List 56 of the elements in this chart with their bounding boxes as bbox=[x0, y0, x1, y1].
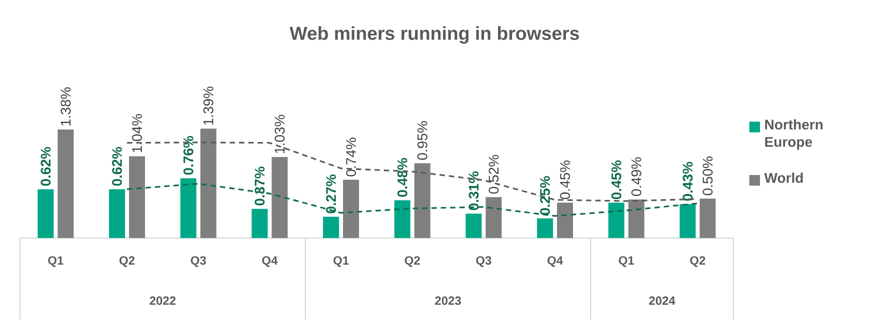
x-tick-label: Q2 bbox=[690, 256, 706, 267]
data-label: 0.25% bbox=[540, 176, 550, 215]
data-label: 0.27% bbox=[326, 174, 336, 214]
chart-title: Web miners running in browsers bbox=[290, 26, 579, 44]
bar bbox=[323, 216, 340, 238]
bar bbox=[466, 214, 482, 238]
data-label: 0.43% bbox=[682, 162, 693, 201]
x-tick-label: Q2 bbox=[404, 256, 420, 267]
x-tick-label: Q3 bbox=[476, 256, 492, 267]
data-label: 0.62% bbox=[40, 146, 51, 186]
bar bbox=[486, 197, 502, 238]
data-label: 1.03% bbox=[274, 114, 285, 153]
text: 2023 bbox=[435, 296, 461, 305]
data-label: 0.95% bbox=[417, 121, 428, 160]
bar bbox=[200, 128, 216, 238]
data-label: 1.04% bbox=[132, 114, 142, 152]
bar bbox=[628, 199, 644, 238]
data-label: 1.39% bbox=[203, 86, 214, 125]
legend-label: World bbox=[764, 172, 803, 183]
data-label: 0.45% bbox=[560, 160, 570, 200]
bar bbox=[109, 189, 126, 238]
x-tick-label: Q1 bbox=[48, 256, 64, 267]
bar bbox=[180, 178, 196, 238]
bar bbox=[680, 204, 696, 238]
x-tick-label: Q2 bbox=[120, 256, 135, 267]
data-label: 0.74% bbox=[346, 138, 356, 176]
data-label: 0.76% bbox=[183, 136, 194, 175]
bar bbox=[272, 156, 288, 238]
bar bbox=[537, 218, 554, 238]
x-tick-label: Q1 bbox=[618, 256, 634, 267]
bar bbox=[129, 156, 146, 238]
bar bbox=[414, 163, 430, 238]
data-label: 0.48% bbox=[397, 158, 408, 197]
bar bbox=[252, 208, 268, 238]
x-tick-label: Q1 bbox=[334, 256, 349, 267]
legend-label: Northern Europe bbox=[765, 119, 822, 150]
data-label: 0.37% bbox=[254, 166, 265, 206]
data-label: 0.52% bbox=[488, 154, 499, 194]
data-label: 0.62% bbox=[112, 146, 122, 186]
data-label: 0.49% bbox=[631, 157, 642, 196]
bar bbox=[38, 189, 54, 238]
data-label: 0.45% bbox=[611, 160, 622, 200]
bar bbox=[394, 200, 410, 238]
text: 2022 bbox=[150, 296, 176, 305]
bar bbox=[700, 198, 716, 238]
data-label: 0.31% bbox=[468, 171, 479, 210]
data-label: 1.38% bbox=[60, 87, 71, 126]
x-tick-label: Q4 bbox=[262, 256, 278, 267]
bar bbox=[608, 202, 624, 238]
x-tick-label: Q3 bbox=[190, 256, 206, 267]
bar bbox=[557, 202, 574, 238]
text: 2024 bbox=[649, 296, 676, 305]
data-label: 0.50% bbox=[702, 156, 713, 196]
bar bbox=[58, 129, 74, 238]
bar bbox=[343, 180, 360, 238]
x-tick-label: Q4 bbox=[548, 256, 563, 267]
